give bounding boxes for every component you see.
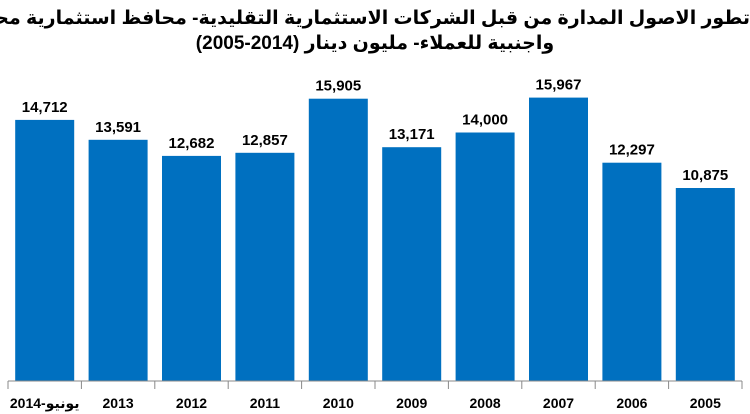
bars-group (15, 97, 735, 382)
bar (529, 97, 588, 381)
value-label: 10,875 (682, 167, 728, 184)
bar (675, 188, 735, 381)
value-label: 12,682 (169, 135, 215, 152)
x-axis (7, 380, 743, 389)
bar (455, 132, 515, 381)
value-label: 13,591 (95, 119, 141, 136)
bar (88, 139, 148, 381)
value-label: 13,171 (389, 126, 435, 143)
bar (602, 162, 662, 381)
bar (308, 98, 368, 381)
category-label: 2010 (323, 395, 354, 411)
value-label: 14,000 (462, 112, 508, 129)
category-label: 2011 (250, 395, 281, 411)
value-label: 15,905 (315, 78, 361, 95)
category-label: 2007 (543, 395, 574, 411)
chart-title: تطور الاصول المدارة من قبل الشركات الاست… (0, 8, 750, 29)
value-label: 12,297 (609, 142, 655, 159)
category-label: 2005 (690, 395, 721, 411)
category-label: 2006 (616, 395, 647, 411)
bar (162, 155, 221, 381)
category-label: يونيو-2014 (10, 395, 80, 412)
value-labels-group: 14,712 13,591 12,682 12,857 15,905 13,171 14,0… (22, 77, 728, 184)
chart-subtitle: واجنبية للعملاء- مليون دينار (2014-2005) (195, 33, 555, 54)
value-label: 12,857 (242, 132, 288, 149)
value-label: 14,712 (22, 99, 68, 116)
value-label: 15,967 (536, 77, 582, 94)
bar (235, 152, 295, 381)
category-label: 2008 (470, 395, 501, 411)
category-labels-group: يونيو-2014 2013 2012 2011 2010 2009 2008 2007 20… (10, 395, 721, 412)
bar (15, 119, 75, 382)
chart-title-block: تطور الاصول المدارة من قبل الشركات الاست… (0, 6, 750, 56)
category-label: 2012 (176, 395, 207, 411)
category-label: 2013 (103, 395, 134, 411)
category-label: 2009 (396, 395, 427, 411)
bar (382, 147, 442, 381)
